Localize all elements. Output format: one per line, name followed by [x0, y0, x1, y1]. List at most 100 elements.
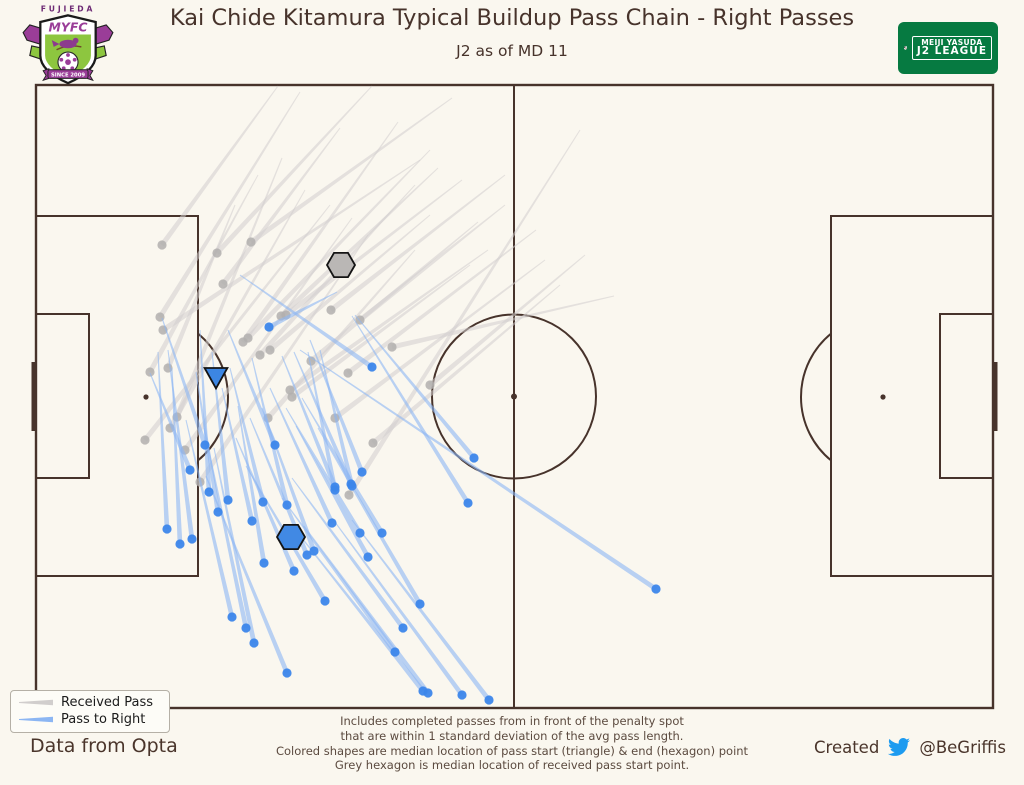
- received-pass-swatch-icon: [19, 699, 53, 706]
- pass-end-dot: [270, 440, 280, 450]
- note-line-1: Includes completed passes from in front …: [340, 714, 684, 728]
- pass-line: [333, 259, 546, 421]
- pass-line: [290, 264, 471, 400]
- badge-ball-pentagon: [65, 59, 71, 65]
- pass-line: [281, 355, 338, 488]
- pass-line: [267, 291, 338, 330]
- pass-end-dot: [223, 495, 233, 505]
- badge-since: SINCE 2009: [51, 72, 85, 78]
- pass-line: [205, 475, 290, 674]
- pass-line: [157, 91, 301, 319]
- median-marker-triangle-down: [203, 367, 229, 391]
- pass-line: [329, 174, 506, 313]
- pass-line: [354, 314, 476, 460]
- j2-league-logo: MEIJI YASUDA J2 LEAGUE: [898, 22, 998, 74]
- j2-league-wordmark: MEIJI YASUDA J2 LEAGUE: [911, 35, 992, 61]
- pass-end-dot: [330, 485, 340, 495]
- badge-initials: MYFC: [49, 20, 88, 35]
- pass-lines-layer: [140, 85, 661, 705]
- pass-end-dot: [415, 599, 425, 609]
- pass-end-dot: [651, 584, 661, 594]
- pass-end-dot: [363, 552, 373, 562]
- pass-end-dot: [309, 546, 319, 556]
- median-marker-hexagon: [325, 251, 357, 279]
- credit-prefix: Created: [814, 737, 880, 757]
- pass-line: [161, 159, 421, 333]
- pass-end-dot: [469, 453, 479, 463]
- pass-line: [159, 85, 279, 247]
- pass-line: [249, 97, 453, 245]
- pass-line: [299, 349, 658, 591]
- pass-end-dot: [175, 539, 185, 549]
- pass-line: [161, 317, 208, 446]
- pass-end-dot: [398, 623, 408, 633]
- pass-end-dot: [423, 688, 433, 698]
- badge-ribbon: [47, 69, 89, 79]
- pass-end-dot: [247, 516, 257, 526]
- pass-end-dot: [377, 528, 387, 538]
- pass-line: [269, 387, 335, 524]
- pass-end-dot: [140, 435, 150, 445]
- pass-end-dot: [347, 481, 357, 491]
- pass-end-dot: [258, 497, 268, 507]
- pass-line: [351, 519, 491, 702]
- pass-line: [221, 387, 255, 522]
- pass-end-dot: [367, 362, 377, 372]
- pass-line: [227, 329, 278, 446]
- pass-line: [288, 249, 489, 393]
- pass-line: [237, 405, 267, 564]
- pass-end-dot: [463, 498, 473, 508]
- author-credit: Created @BeGriffis: [814, 736, 1006, 758]
- pass-end-dot: [241, 623, 251, 633]
- median-marker-hexagon: [275, 524, 307, 550]
- methodology-notes: Includes completed passes from in front …: [0, 714, 1024, 773]
- pass-line: [351, 315, 470, 505]
- pass-end-dot: [246, 237, 256, 247]
- pass-end-dot: [238, 337, 248, 347]
- pass-line: [293, 351, 354, 485]
- pass-line: [246, 149, 431, 340]
- pass-end-dot: [282, 668, 292, 678]
- pass-line: [203, 427, 249, 629]
- pass-line: [185, 419, 235, 618]
- pass-end-dot: [282, 500, 292, 510]
- j2-league-line2: J2 LEAGUE: [916, 45, 987, 58]
- pass-line: [239, 274, 374, 369]
- median-markers-layer: [203, 251, 357, 550]
- pass-line: [149, 372, 193, 471]
- pass-end-dot: [227, 612, 237, 622]
- pass-end-dot: [484, 695, 494, 705]
- badge-bird-tail: [51, 40, 60, 47]
- pass-line: [371, 284, 561, 445]
- pass-end-dot: [289, 566, 299, 576]
- page-subtitle: J2 as of MD 11: [456, 42, 568, 60]
- legend-item-pass-to-right: Pass to Right: [17, 711, 163, 728]
- pass-end-dot: [285, 385, 295, 395]
- badge-ball-dot: [66, 53, 70, 57]
- pass-end-dot: [344, 490, 354, 500]
- pass-end-dot: [320, 596, 330, 606]
- badge-bird-body: [59, 39, 77, 49]
- pass-end-dot: [390, 647, 400, 657]
- pass-end-dot: [264, 322, 274, 332]
- pass-line: [309, 339, 365, 473]
- pass-end-dot: [368, 438, 378, 448]
- pass-end-dot: [457, 690, 467, 700]
- j2-league-line1: MEIJI YASUDA: [921, 37, 983, 47]
- pass-line: [215, 85, 373, 255]
- pitch-lines: [31, 83, 998, 710]
- pass-end-dot: [425, 380, 435, 390]
- pass-line: [331, 517, 464, 697]
- pass-line: [279, 167, 439, 318]
- pass-end-dot: [185, 465, 195, 475]
- pass-end-dot: [212, 248, 222, 258]
- pass-end-dot: [162, 524, 172, 534]
- credit-handle: @BeGriffis: [919, 737, 1006, 757]
- pass-end-dot: [387, 342, 397, 352]
- pass-end-dot: [204, 487, 214, 497]
- pass-end-dot: [145, 367, 155, 377]
- pass-end-dot: [255, 350, 265, 360]
- pass-line: [268, 214, 431, 352]
- badge-ball-dot: [59, 57, 64, 62]
